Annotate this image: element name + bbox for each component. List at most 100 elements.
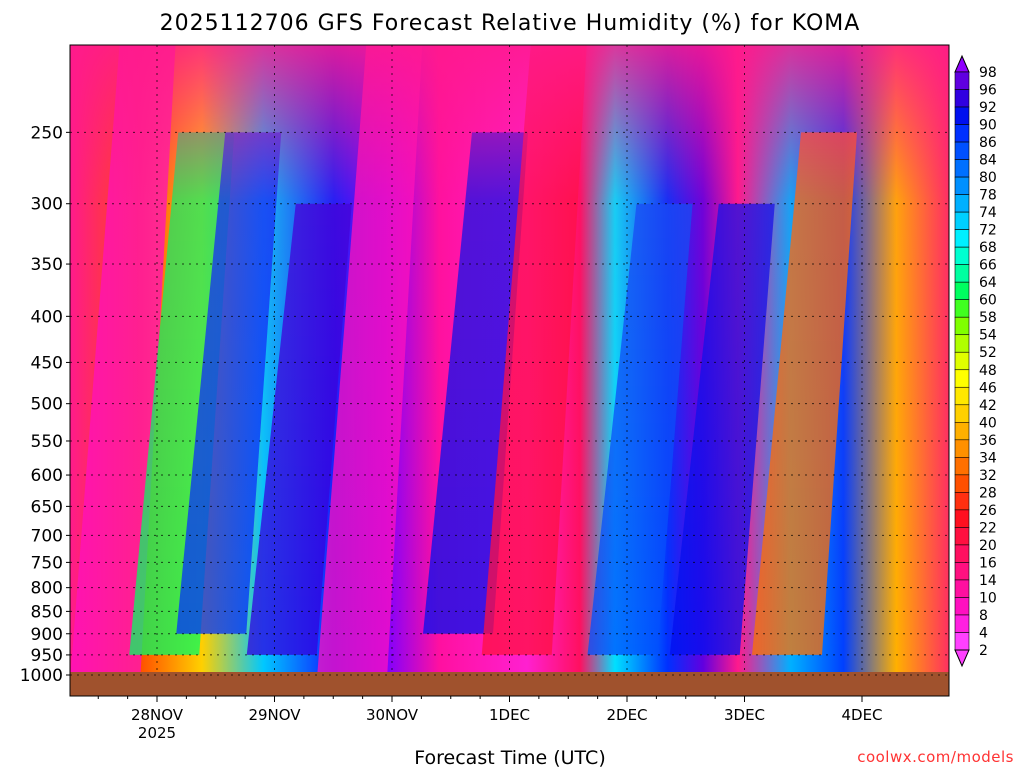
colorbar-swatch-36 (954, 439, 970, 458)
colorbar-label-92: 92 (979, 100, 997, 116)
colorbar-swatch-98 (954, 71, 970, 90)
x-tick-label-1: 29NOV (248, 706, 301, 724)
colorbar-label-2: 2 (979, 643, 988, 659)
colorbar-swatch-80 (954, 176, 970, 195)
colorbar-label-34: 34 (979, 450, 997, 466)
x-sub-label: 2025 (138, 724, 176, 742)
y-tick-label-300: 300 (31, 195, 63, 215)
x-tick-label-4: 2DEC (606, 706, 647, 724)
colorbar-label-96: 96 (979, 83, 997, 99)
colorbar-label-4: 4 (979, 625, 988, 641)
colorbar-swatch-68 (954, 246, 970, 265)
colorbar-swatch-58 (954, 316, 970, 336)
colorbar-label-80: 80 (979, 170, 997, 186)
y-tick-label-350: 350 (31, 255, 63, 275)
y-tick-label-600: 600 (31, 466, 63, 486)
colorbar: 9896929086848078747268666460585452484642… (954, 54, 997, 668)
colorbar-label-40: 40 (979, 415, 997, 431)
chart-title: 2025112706 GFS Forecast Relative Humidit… (160, 11, 861, 36)
colorbar-label-84: 84 (979, 153, 997, 169)
colorbar-swatch-48 (954, 369, 970, 388)
colorbar-label-8: 8 (979, 608, 988, 624)
colorbar-label-14: 14 (979, 573, 997, 589)
colorbar-label-74: 74 (979, 205, 997, 221)
x-tick-label-2: 30NOV (366, 706, 419, 724)
colorbar-swatch-28 (954, 492, 970, 511)
colorbar-swatch-8 (954, 614, 970, 633)
colorbar-swatch-32 (954, 474, 970, 493)
y-tick-label-750: 750 (31, 553, 63, 573)
colorbar-label-86: 86 (979, 135, 997, 151)
colorbar-swatch-40 (954, 422, 970, 441)
colorbar-label-28: 28 (979, 485, 997, 501)
colorbar-bottom-arrow (954, 649, 970, 668)
colorbar-swatch-26 (954, 509, 970, 528)
y-tick-label-250: 250 (31, 123, 63, 143)
colorbar-label-54: 54 (979, 328, 997, 344)
colorbar-swatch-42 (954, 404, 970, 423)
colorbar-label-26: 26 (979, 503, 997, 519)
y-tick-label-650: 650 (31, 497, 63, 517)
y-tick-label-800: 800 (31, 579, 63, 599)
colorbar-label-58: 58 (979, 310, 997, 326)
colorbar-swatch-52 (954, 351, 970, 371)
y-tick-label-500: 500 (31, 395, 63, 415)
y-tick-label-950: 950 (31, 646, 63, 666)
colorbar-label-10: 10 (979, 590, 997, 606)
colorbar-label-98: 98 (979, 65, 997, 81)
ground-terrain (70, 672, 949, 696)
x-tick-label-5: 3DEC (724, 706, 765, 724)
colorbar-label-60: 60 (979, 293, 997, 309)
colorbar-label-46: 46 (979, 380, 997, 396)
colorbar-label-72: 72 (979, 223, 997, 239)
colorbar-swatch-74 (954, 211, 970, 230)
x-tick-label-0: 28NOV (131, 706, 184, 724)
colorbar-swatch-66 (954, 264, 970, 283)
x-axis: 28NOV 29NOV 30NOV 1DEC 2DEC 3DEC 4DEC (97, 696, 883, 724)
colorbar-label-52: 52 (979, 345, 997, 361)
colorbar-swatch-60 (954, 299, 970, 318)
colorbar-label-20: 20 (979, 538, 997, 554)
colorbar-label-64: 64 (979, 275, 997, 291)
colorbar-swatch-84 (954, 159, 970, 178)
colorbar-swatch-20 (954, 544, 970, 563)
colorbar-label-22: 22 (979, 520, 997, 536)
colorbar-swatch-16 (954, 562, 970, 581)
colorbar-swatch-96 (954, 89, 970, 108)
colorbar-swatch-4 (954, 632, 970, 651)
y-tick-label-700: 700 (31, 526, 63, 546)
y-tick-label-400: 400 (31, 307, 63, 327)
colorbar-swatch-78 (954, 194, 970, 213)
y-tick-label-900: 900 (31, 625, 63, 645)
colorbar-swatch-64 (954, 281, 970, 300)
y-tick-label-850: 850 (31, 602, 63, 622)
colorbar-label-68: 68 (979, 240, 997, 256)
colorbar-label-90: 90 (979, 118, 997, 134)
colorbar-swatch-90 (954, 124, 970, 143)
x-tick-label-6: 4DEC (841, 706, 882, 724)
upper-dry-overlay (70, 45, 949, 672)
colorbar-label-16: 16 (979, 555, 997, 571)
colorbar-swatch-72 (954, 229, 970, 248)
x-axis-title: Forecast Time (UTC) (414, 747, 605, 768)
x-tick-label-3: 1DEC (489, 706, 530, 724)
y-axis: 250 300 350 400 450 500 550 600 650 700 750 800 850 9… (20, 123, 70, 686)
colorbar-label-66: 66 (979, 258, 997, 274)
y-tick-label-1000: 1000 (20, 666, 63, 686)
credit-link[interactable]: coolwx.com/models (857, 748, 1014, 766)
y-tick-label-550: 550 (31, 432, 63, 452)
colorbar-swatch-86 (954, 141, 970, 160)
colorbar-swatch-34 (954, 457, 970, 476)
colorbar-swatch-54 (954, 334, 970, 353)
colorbar-swatch-92 (954, 106, 970, 125)
colorbar-label-42: 42 (979, 398, 997, 414)
colorbar-label-32: 32 (979, 468, 997, 484)
colorbar-swatch-10 (954, 597, 970, 616)
colorbar-label-48: 48 (979, 363, 997, 379)
colorbar-label-78: 78 (979, 188, 997, 204)
colorbar-swatch-46 (954, 386, 970, 406)
colorbar-swatch-14 (954, 579, 970, 598)
colorbar-swatch-22 (954, 527, 970, 546)
colorbar-top-arrow (954, 54, 970, 73)
